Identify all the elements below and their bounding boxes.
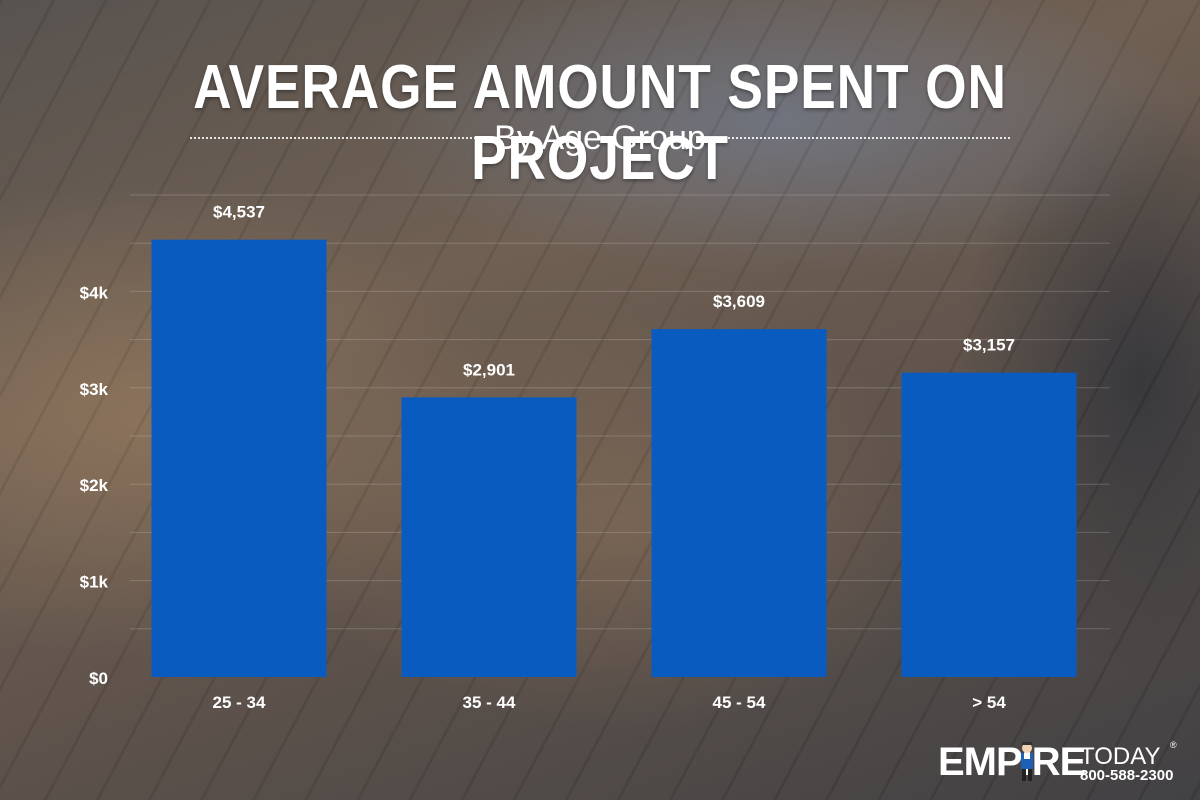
subtitle-divider-right <box>723 137 1010 139</box>
y-tick-label: $3k <box>80 380 109 399</box>
mascot-icon <box>1021 742 1033 781</box>
bar <box>401 397 577 677</box>
x-tick-label: 35 - 44 <box>463 693 516 712</box>
data-label: $2,901 <box>463 360 515 379</box>
empire-today-logo: EMPIRE TODAY ® 800-588-2300 <box>938 740 1178 790</box>
bars <box>151 239 1077 678</box>
logo-wordmark: EMPIRE <box>938 740 1086 784</box>
data-label: $4,537 <box>213 203 265 222</box>
x-tick-label: > 54 <box>972 693 1006 712</box>
chart-title: AVERAGE AMOUNT SPENT ON PROJECT <box>193 53 1007 193</box>
subtitle-divider-left <box>190 137 477 139</box>
y-tick-label: $4k <box>80 283 109 302</box>
logo-registered-mark: ® <box>1170 740 1177 750</box>
value-labels: $4,537 $2,901 $3,609 $3,157 <box>213 203 1015 380</box>
x-axis-ticks: 25 - 34 35 - 44 45 - 54 > 54 <box>213 693 1007 712</box>
x-tick-label: 45 - 54 <box>713 693 766 712</box>
subtitle-row: By Age Group <box>190 118 1010 158</box>
y-tick-label: $0 <box>89 669 108 688</box>
logo-today: TODAY <box>1080 743 1161 770</box>
chart-subtitle: By Age Group <box>494 118 706 157</box>
bar <box>901 372 1077 677</box>
y-axis-ticks: $0 $1k $2k $3k $4k <box>80 283 109 688</box>
bar <box>651 329 827 677</box>
data-label: $3,157 <box>963 336 1015 355</box>
data-label: $3,609 <box>713 292 765 311</box>
y-tick-label: $2k <box>80 476 109 495</box>
bar <box>151 239 327 678</box>
x-tick-label: 25 - 34 <box>213 693 266 712</box>
y-tick-label: $1k <box>80 573 109 592</box>
logo-phone-number: 800-588-2300 <box>1080 767 1174 784</box>
